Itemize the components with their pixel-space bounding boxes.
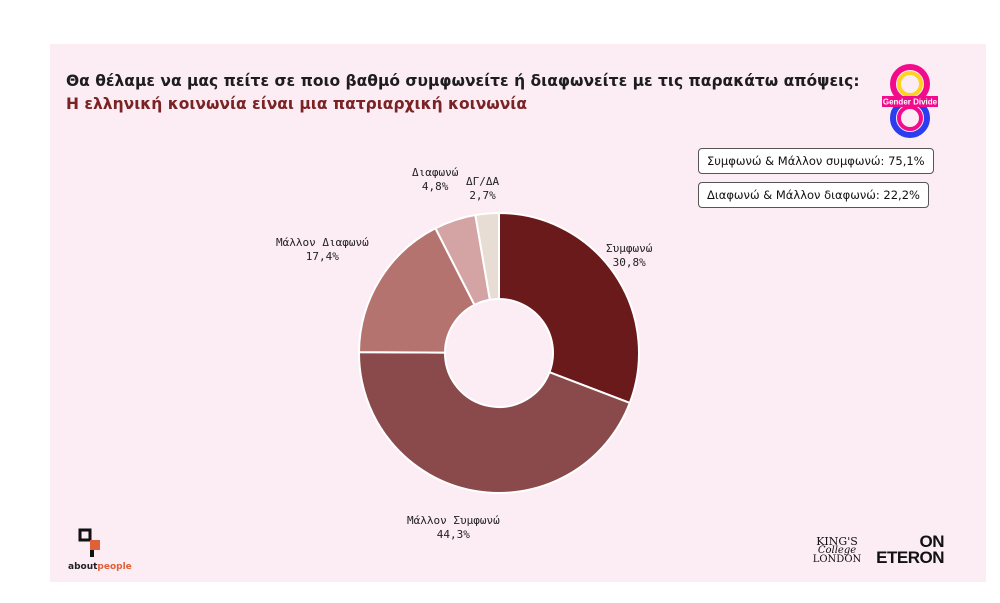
kings-line-2: College	[817, 545, 857, 556]
aboutpeople-logo-icon	[78, 528, 100, 557]
eteron-line-1: ON	[919, 532, 945, 551]
slice-value-disagree: 4,8%	[421, 180, 449, 193]
slice-label-agree: Συμφωνώ 30,8%	[606, 242, 652, 270]
slice-name-rather-disagree: Μάλλον Διαφωνώ	[276, 236, 369, 249]
slice-value-rather-disagree: 17,4%	[305, 250, 339, 263]
slice-dk-na	[474, 211, 500, 301]
slice-value-agree: 30,8%	[612, 256, 646, 269]
chart-subtitle: Η ελληνική κοινωνία είναι μια πατριαρχικ…	[66, 95, 527, 113]
slice-name-dk-na: ΔΓ/ΔΑ	[466, 175, 500, 188]
slice-label-disagree: Διαφωνώ 4,8%	[412, 166, 458, 194]
slice-label-rather-disagree: Μάλλον Διαφωνώ 17,4%	[276, 236, 369, 264]
kings-college-logo: KING'S College LONDON	[812, 535, 862, 565]
eteron-line-2: ETERON	[876, 548, 944, 567]
slice-value-rather-agree: 44,3%	[436, 528, 470, 541]
aboutpeople-logo-text-b: people	[97, 562, 132, 572]
slice-rather-disagree	[357, 226, 476, 354]
slice-agree	[498, 211, 640, 405]
slice-rather-agree	[358, 351, 632, 494]
slice-label-rather-agree: Μάλλον Συμφωνώ 44,3%	[407, 514, 500, 542]
gender-divide-text: Gender Divide	[883, 98, 938, 107]
slice-name-rather-agree: Μάλλον Συμφωνώ	[407, 514, 500, 527]
kings-line-3: LONDON	[812, 554, 862, 565]
chart-title: Θα θέλαμε να μας πείτε σε ποιο βαθμό συμ…	[66, 72, 860, 90]
gender-divide-logo: Gender Divide	[882, 64, 938, 138]
kings-line-1: KING'S	[816, 535, 858, 548]
eteron-logo: ON ETERON	[872, 532, 945, 567]
slice-name-disagree: Διαφωνώ	[412, 166, 459, 179]
aboutpeople-logo-text-a: about	[68, 562, 98, 572]
slice-label-dk-na: ΔΓ/ΔΑ 2,7%	[466, 175, 499, 203]
summary-agree-box: Συμφωνώ & Μάλλον συμφωνώ: 75,1%	[698, 148, 934, 174]
slice-name-agree: Συμφωνώ	[606, 242, 653, 255]
aboutpeople-logo-text: aboutpeople	[68, 562, 132, 572]
summary-disagree-box: Διαφωνώ & Μάλλον διαφωνώ: 22,2%	[698, 182, 929, 208]
slice-value-dk-na: 2,7%	[469, 189, 496, 202]
